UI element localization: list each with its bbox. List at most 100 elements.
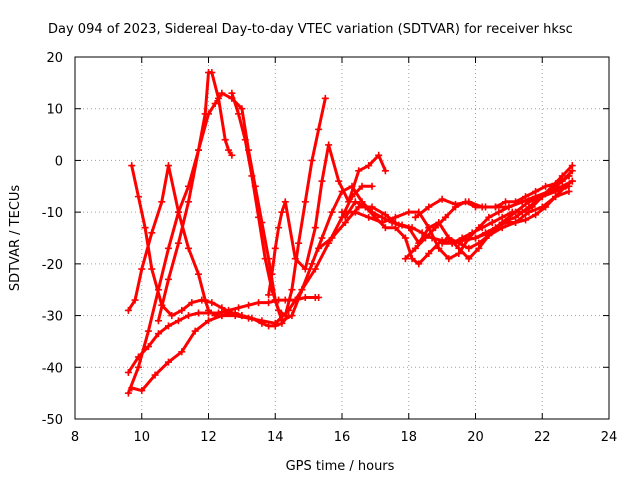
data-point: [271, 244, 279, 252]
data-point: [148, 229, 156, 237]
y-tick-label: -40: [42, 361, 63, 376]
data-point: [348, 182, 356, 190]
data-point: [445, 234, 453, 242]
data-point: [438, 239, 446, 247]
data-point: [174, 317, 182, 325]
data-point: [218, 312, 226, 320]
data-point: [235, 304, 243, 312]
data-point: [271, 319, 279, 327]
data-point: [128, 384, 136, 392]
data-point: [512, 218, 520, 226]
data-point: [255, 213, 263, 221]
data-point: [225, 146, 233, 154]
data-point: [188, 299, 196, 307]
data-point: [258, 317, 266, 325]
series-line: [156, 91, 284, 323]
data-point: [381, 211, 389, 219]
data-point: [134, 363, 142, 371]
data-point: [321, 94, 329, 102]
data-point: [174, 239, 182, 247]
data-point: [184, 312, 192, 320]
data-point: [148, 265, 156, 273]
data-point: [542, 203, 550, 211]
data-point: [482, 229, 490, 237]
data-point: [345, 198, 353, 206]
data-point: [265, 299, 273, 307]
data-point: [351, 198, 359, 206]
data-point: [558, 172, 566, 180]
data-point: [502, 218, 510, 226]
data-point: [532, 211, 540, 219]
data-point: [411, 244, 419, 252]
data-point: [301, 198, 309, 206]
data-point: [194, 309, 202, 317]
data-point: [308, 156, 316, 164]
data-point: [315, 125, 323, 133]
data-series: [265, 141, 389, 299]
data-point: [301, 265, 309, 273]
data-point: [475, 244, 483, 252]
data-point: [328, 208, 336, 216]
data-point: [198, 296, 206, 304]
data-point: [532, 193, 540, 201]
data-point: [358, 182, 366, 190]
data-point: [401, 234, 409, 242]
data-point: [455, 244, 463, 252]
data-point: [465, 255, 473, 263]
data-point: [311, 224, 319, 232]
data-point: [318, 177, 326, 185]
data-point: [408, 255, 416, 263]
data-point: [415, 260, 423, 268]
x-tick-label: 24: [601, 430, 618, 445]
data-point: [295, 239, 303, 247]
data-point: [518, 208, 526, 216]
data-point: [468, 229, 476, 237]
data-point: [308, 260, 316, 268]
data-point: [278, 317, 286, 325]
data-point: [441, 213, 449, 221]
data-point: [238, 105, 246, 113]
data-point: [325, 141, 333, 149]
data-point: [405, 224, 413, 232]
data-point: [365, 213, 373, 221]
data-point: [465, 198, 473, 206]
data-point: [225, 306, 233, 314]
data-point: [458, 234, 466, 242]
data-series: [154, 89, 286, 325]
data-point: [315, 244, 323, 252]
data-point: [478, 224, 486, 232]
data-point: [495, 208, 503, 216]
data-point: [522, 216, 530, 224]
y-axis-label: SDTVAR / TECUs: [8, 185, 23, 292]
data-point: [205, 110, 212, 118]
data-point: [228, 151, 236, 159]
data-point: [205, 309, 212, 317]
data-point: [168, 312, 176, 320]
data-point: [518, 198, 526, 206]
data-point: [315, 293, 323, 301]
data-point: [164, 322, 172, 330]
data-point: [178, 306, 186, 314]
data-point: [552, 193, 560, 201]
data-point: [542, 182, 550, 190]
data-point: [301, 293, 309, 301]
series-layer: [124, 69, 576, 397]
data-point: [174, 208, 182, 216]
data-point: [421, 234, 429, 242]
data-series: [472, 177, 576, 242]
data-point: [425, 224, 433, 232]
data-point: [275, 224, 283, 232]
data-point: [448, 239, 456, 247]
data-point: [505, 203, 513, 211]
data-point: [381, 167, 389, 175]
data-point: [194, 270, 202, 278]
data-point: [208, 299, 216, 307]
data-point: [141, 224, 149, 232]
data-point: [194, 146, 202, 154]
data-point: [288, 312, 296, 320]
data-point: [138, 265, 146, 273]
data-point: [508, 208, 516, 216]
data-point: [401, 255, 409, 263]
data-point: [235, 110, 243, 118]
data-point: [538, 193, 546, 201]
